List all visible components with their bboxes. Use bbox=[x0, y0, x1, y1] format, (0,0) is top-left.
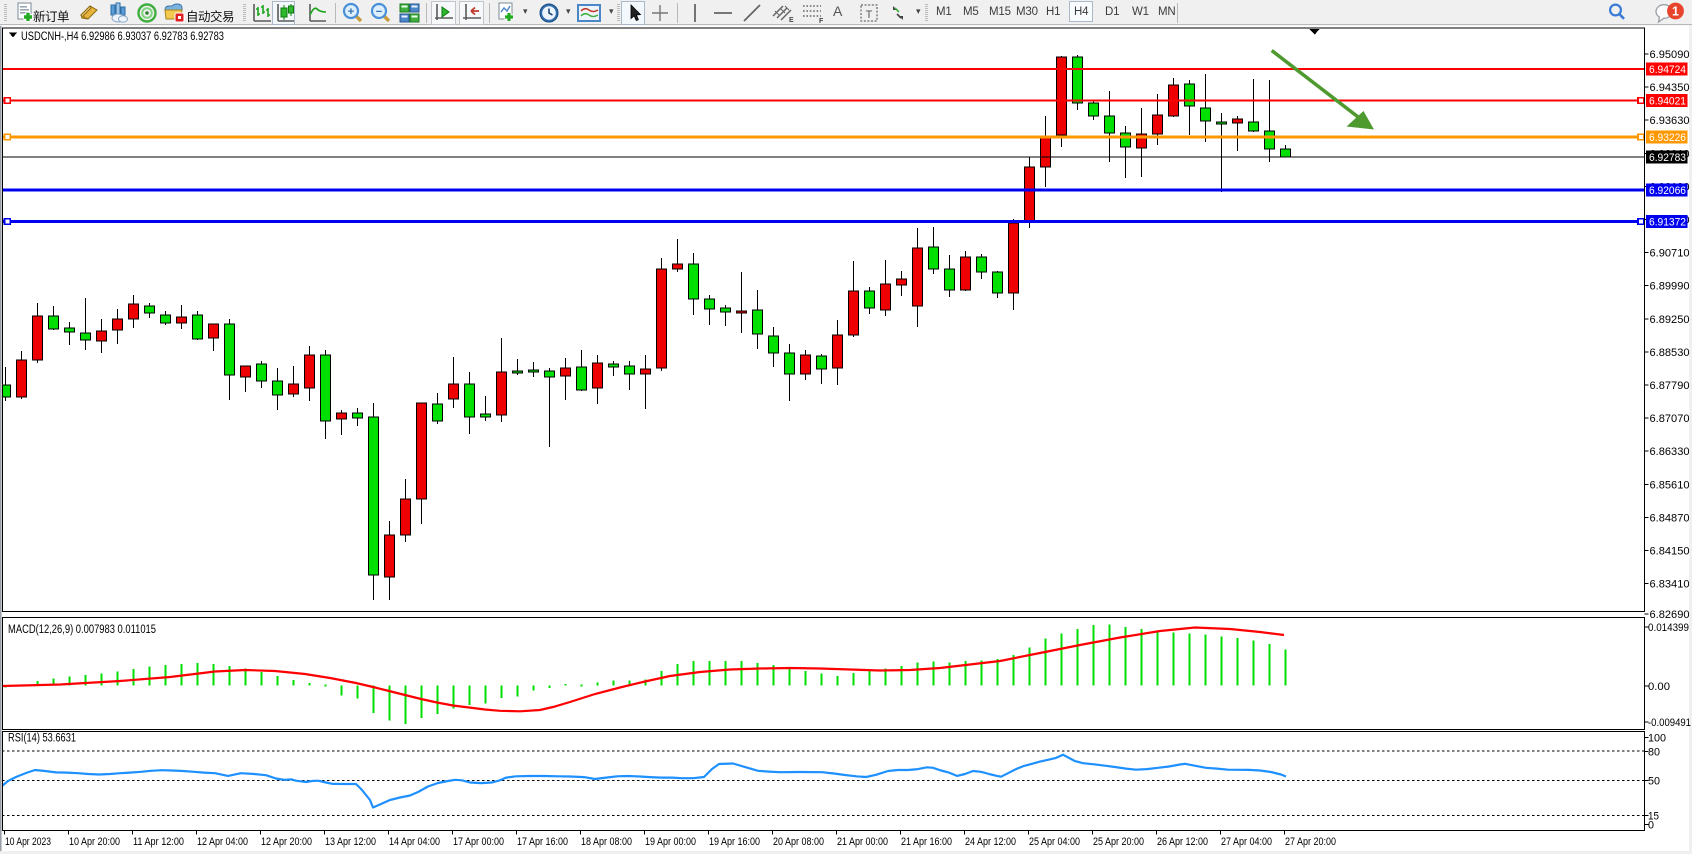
svg-text:80: 80 bbox=[1648, 747, 1660, 759]
svg-text:17 Apr 16:00: 17 Apr 16:00 bbox=[517, 836, 568, 848]
svg-text:−: − bbox=[376, 6, 382, 18]
svg-text:11 Apr 12:00: 11 Apr 12:00 bbox=[133, 836, 184, 848]
svg-text:20 Apr 08:00: 20 Apr 08:00 bbox=[773, 836, 824, 848]
svg-text:6.89250: 6.89250 bbox=[1650, 314, 1690, 326]
svg-text:13 Apr 12:00: 13 Apr 12:00 bbox=[325, 836, 376, 848]
svg-text:10 Apr 2023: 10 Apr 2023 bbox=[5, 836, 51, 848]
svg-text:100: 100 bbox=[1648, 733, 1666, 745]
svg-text:12 Apr 20:00: 12 Apr 20:00 bbox=[261, 836, 312, 848]
svg-text:E: E bbox=[789, 17, 794, 24]
svg-text:27 Apr 04:00: 27 Apr 04:00 bbox=[1221, 836, 1272, 848]
svg-text:6.92066: 6.92066 bbox=[1649, 185, 1686, 197]
svg-text:6.82690: 6.82690 bbox=[1650, 609, 1690, 621]
svg-text:6.93226: 6.93226 bbox=[1649, 132, 1686, 144]
svg-text:26 Apr 12:00: 26 Apr 12:00 bbox=[1157, 836, 1208, 848]
svg-text:1: 1 bbox=[1672, 4, 1679, 18]
svg-text:18 Apr 08:00: 18 Apr 08:00 bbox=[581, 836, 632, 848]
svg-text:0.00: 0.00 bbox=[1648, 681, 1670, 693]
svg-text:6.84870: 6.84870 bbox=[1650, 512, 1690, 524]
svg-text:6.91372: 6.91372 bbox=[1649, 217, 1686, 229]
svg-text:6.86330: 6.86330 bbox=[1650, 446, 1690, 458]
svg-text:17 Apr 00:00: 17 Apr 00:00 bbox=[453, 836, 504, 848]
svg-text:6.94724: 6.94724 bbox=[1649, 64, 1686, 76]
svg-text:6.88530: 6.88530 bbox=[1650, 347, 1690, 359]
svg-text:F: F bbox=[819, 18, 824, 24]
svg-text:RSI(14) 53.6631: RSI(14) 53.6631 bbox=[8, 733, 76, 745]
svg-text:27 Apr 20:00: 27 Apr 20:00 bbox=[1285, 836, 1336, 848]
svg-text:0: 0 bbox=[1648, 820, 1654, 832]
svg-text:25 Apr 20:00: 25 Apr 20:00 bbox=[1093, 836, 1144, 848]
svg-text:6.85610: 6.85610 bbox=[1650, 479, 1690, 491]
svg-text:6.92783: 6.92783 bbox=[1649, 152, 1686, 164]
svg-text:MACD(12,26,9) 0.007983 0.01101: MACD(12,26,9) 0.007983 0.011015 bbox=[8, 624, 156, 636]
svg-text:+: + bbox=[348, 6, 354, 18]
svg-text:0.014399: 0.014399 bbox=[1648, 622, 1689, 634]
svg-text:50: 50 bbox=[1648, 776, 1660, 788]
svg-text:10 Apr 20:00: 10 Apr 20:00 bbox=[69, 836, 120, 848]
svg-text:6.93630: 6.93630 bbox=[1650, 115, 1690, 127]
svg-text:19 Apr 16:00: 19 Apr 16:00 bbox=[709, 836, 760, 848]
svg-text:6.89990: 6.89990 bbox=[1650, 281, 1690, 293]
svg-text:USDCNH-,H4 6.92986 6.93037 6.: USDCNH-,H4 6.92986 6.93037 6.92783 6.927… bbox=[21, 31, 224, 43]
svg-text:15: 15 bbox=[1648, 811, 1659, 823]
svg-text:19 Apr 00:00: 19 Apr 00:00 bbox=[645, 836, 696, 848]
svg-text:6.87790: 6.87790 bbox=[1650, 380, 1690, 392]
svg-text:T: T bbox=[866, 9, 873, 21]
svg-text:6.87070: 6.87070 bbox=[1650, 413, 1690, 425]
svg-text:6.95090: 6.95090 bbox=[1650, 49, 1690, 61]
svg-text:6.84150: 6.84150 bbox=[1650, 546, 1690, 558]
svg-text:12 Apr 04:00: 12 Apr 04:00 bbox=[197, 836, 248, 848]
svg-text:6.94350: 6.94350 bbox=[1650, 82, 1690, 94]
svg-text:21 Apr 00:00: 21 Apr 00:00 bbox=[837, 836, 888, 848]
svg-text:21 Apr 16:00: 21 Apr 16:00 bbox=[901, 836, 952, 848]
svg-text:6.83410: 6.83410 bbox=[1650, 579, 1690, 591]
svg-text:-0.009491: -0.009491 bbox=[1648, 717, 1691, 729]
svg-text:6.94021: 6.94021 bbox=[1649, 96, 1686, 108]
svg-text:6.90710: 6.90710 bbox=[1650, 248, 1690, 260]
svg-text:24 Apr 12:00: 24 Apr 12:00 bbox=[965, 836, 1016, 848]
svg-text:14 Apr 04:00: 14 Apr 04:00 bbox=[389, 836, 440, 848]
svg-text:25 Apr 04:00: 25 Apr 04:00 bbox=[1029, 836, 1080, 848]
